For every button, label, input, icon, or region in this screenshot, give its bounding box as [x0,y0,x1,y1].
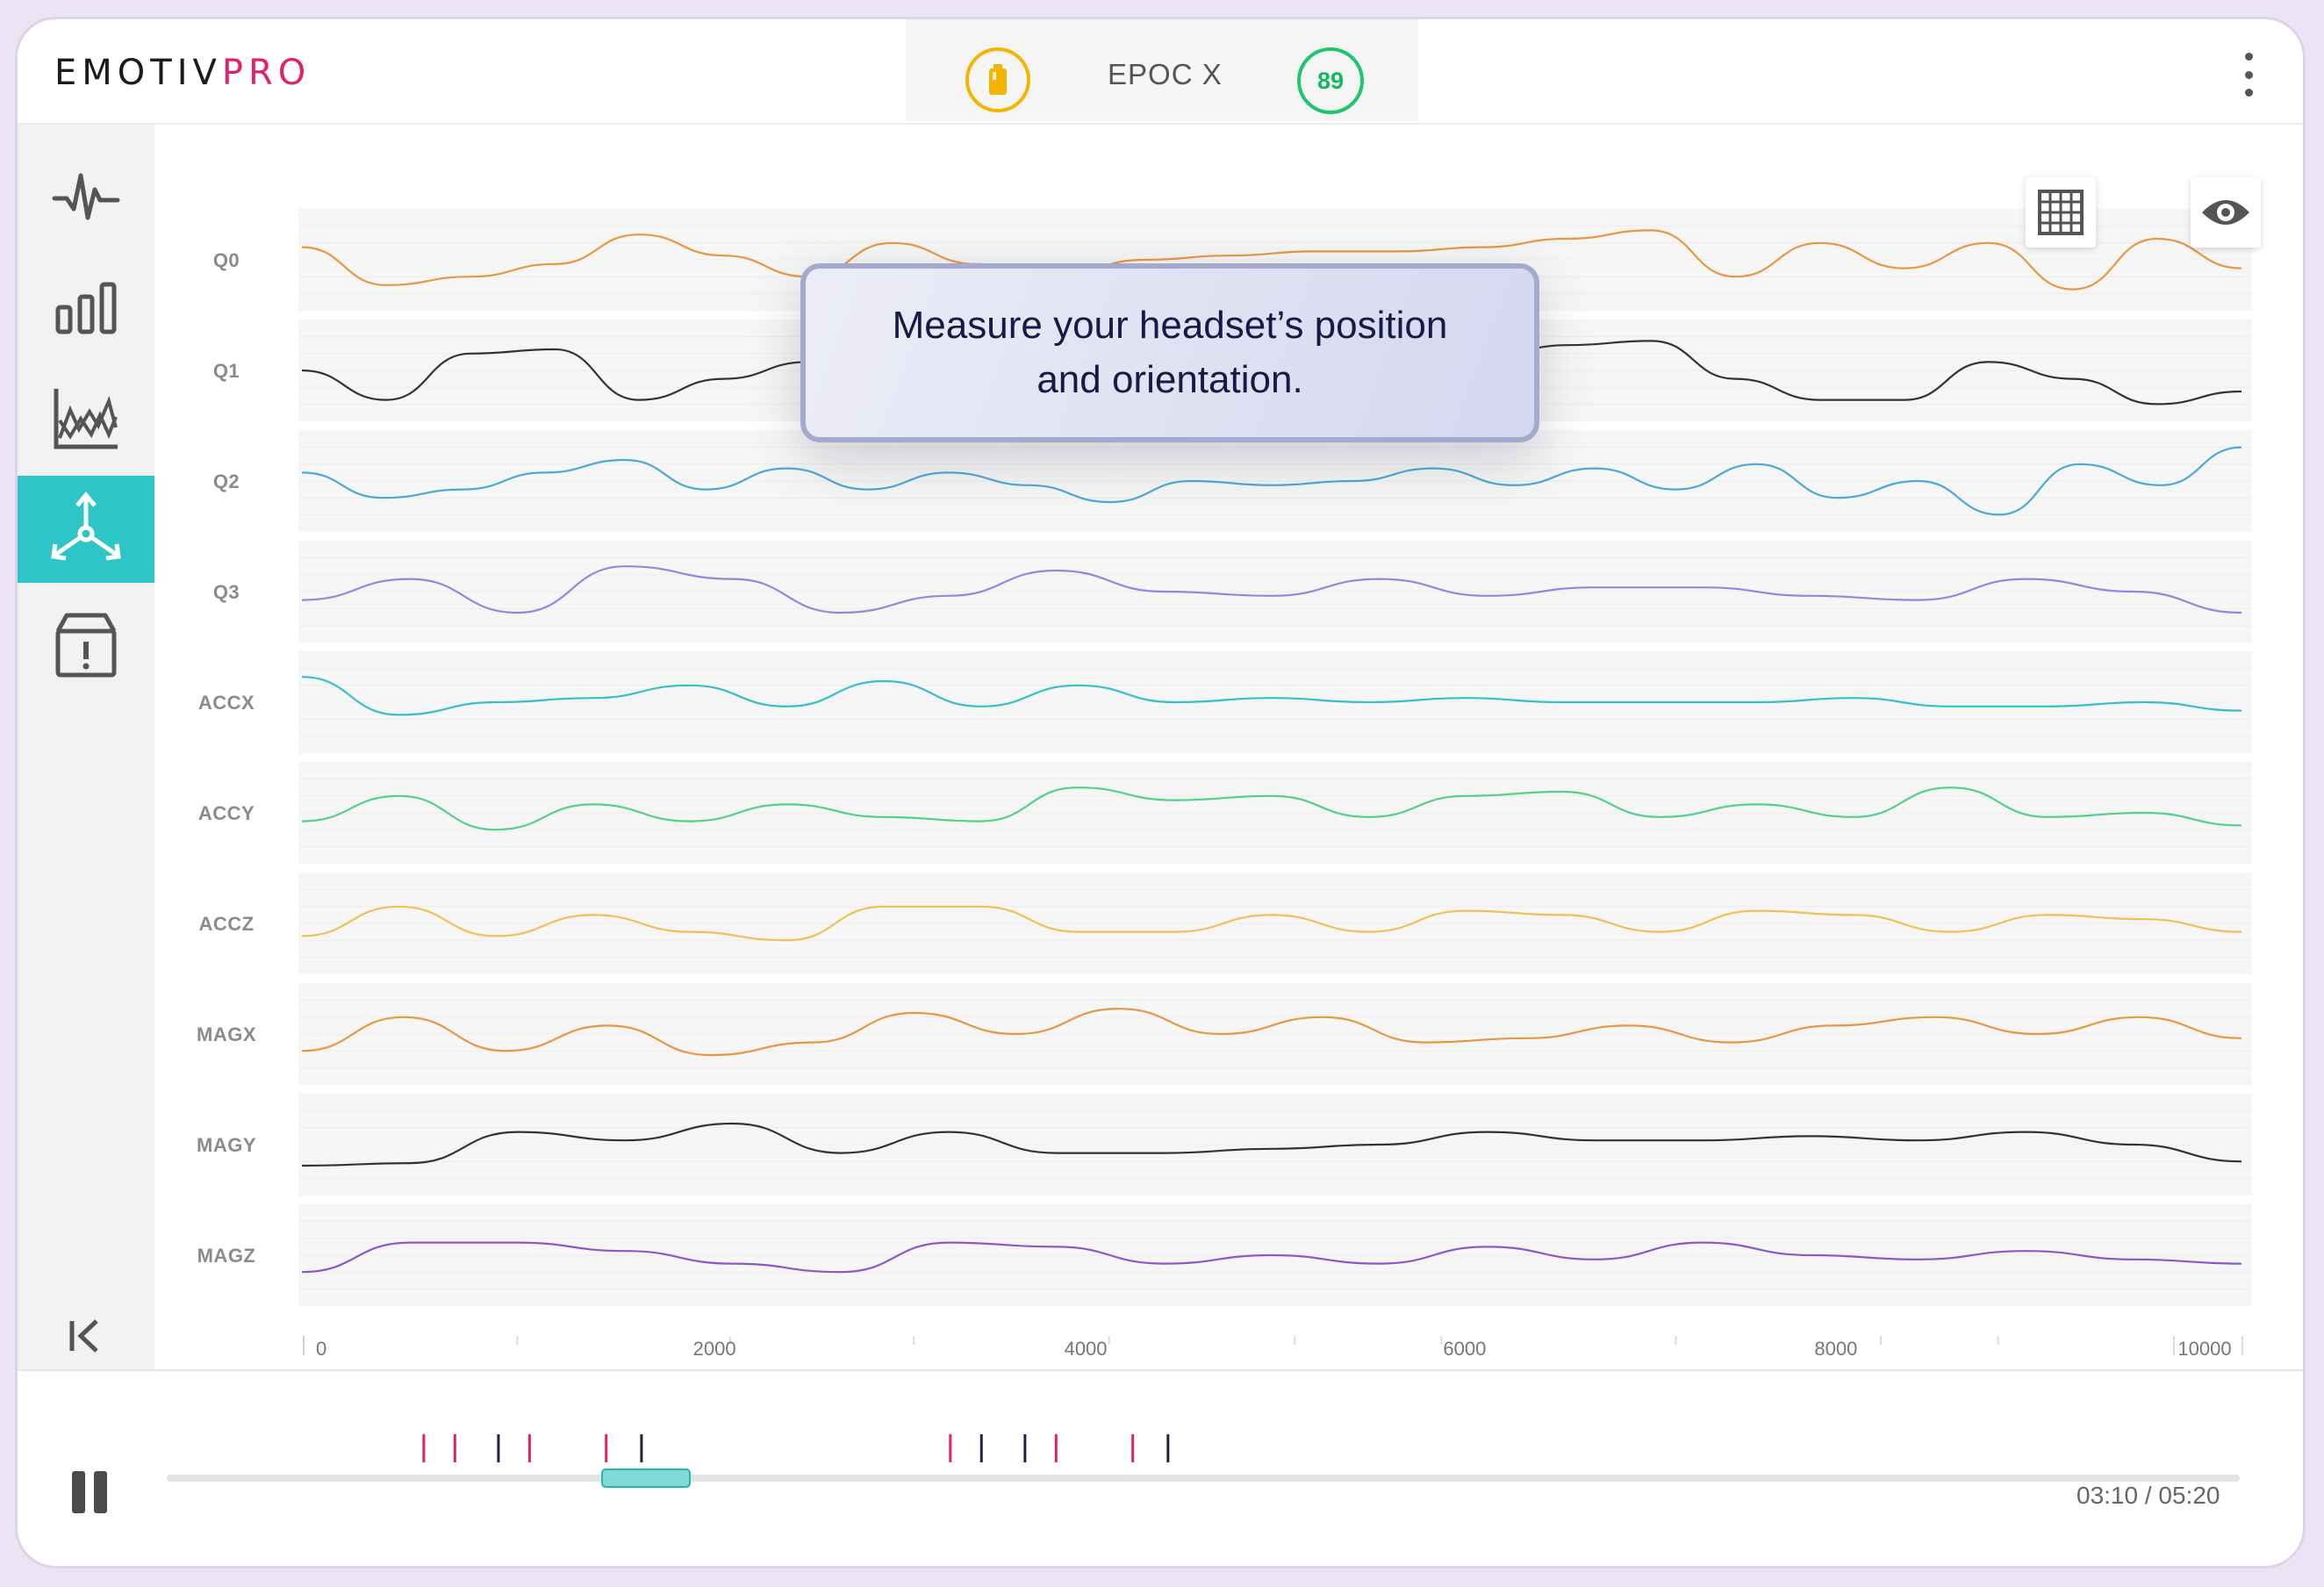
playback-time: 03:10 / 05:20 [2077,1482,2220,1509]
x-tick-label: 4000 [1064,1338,1108,1360]
more-options-icon[interactable] [2238,53,2259,97]
eye-icon [2202,200,2249,225]
visibility-button[interactable] [2191,177,2261,248]
series-line-magy [301,1122,2242,1167]
channel-label: Q1 [212,360,240,382]
onboarding-tooltip: Measure your headset’s position and orie… [800,263,1539,442]
series-line-q2 [301,446,2242,516]
series-line-accx [301,676,2242,716]
motion-chart: Q0 Q1 Q2 Q3 ACCX ACCY ACCZ MAGX MAGY MAGZ 0 2000 40… [158,125,2299,1369]
box-alert-icon [55,613,117,678]
series-line-accz [301,905,2242,942]
device-name: EPOC X [1108,58,1223,90]
logo-text-pro: PRO [221,53,312,93]
series-line-accy [301,786,2242,831]
device-status[interactable]: EPOC X 89 [906,19,1418,121]
emotiv-pro-logo: EMOTIVPRO [54,53,311,93]
timeline[interactable] [18,1371,2303,1566]
contact-quality-badge[interactable]: 89 [1297,47,1364,114]
top-bar: EMOTIVPRO EPOC X 89 [18,19,2303,125]
channel-label: ACCX [197,692,255,714]
x-tick-label: 6000 [1443,1338,1487,1360]
grid-icon [2038,190,2084,235]
x-tick-label: 8000 [1814,1338,1858,1360]
channel-label: ACCY [197,802,255,824]
sidebar-item-motion[interactable] [18,476,154,583]
x-tick-label: 0 [316,1338,327,1360]
sidebar-item-band-power[interactable] [18,255,154,362]
series-line-magx [301,1008,2242,1057]
sidebar-item-raw-data[interactable] [18,142,154,249]
series-line-magz [301,1241,2242,1274]
channel-label: ACCZ [198,913,255,935]
channel-label: Q0 [212,249,240,271]
grid-view-button[interactable] [2026,177,2096,248]
channel-label: Q2 [212,470,240,492]
series-line-q0 [301,229,2242,291]
timeline-track[interactable] [167,1475,2240,1482]
channel-label: MAGZ [197,1245,256,1267]
axes-3d-icon [51,492,121,561]
channel-label: MAGX [197,1023,256,1045]
pause-icon [72,1471,85,1513]
pause-button[interactable] [72,1471,107,1513]
sidebar [18,125,154,1369]
sidebar-item-performance-metrics[interactable] [18,365,154,472]
line-chart-icon [54,389,118,449]
motion-chart-canvas [298,209,2252,1355]
playhead-handle[interactable] [601,1469,692,1488]
app-window: EMOTIVPRO EPOC X 89 [18,19,2303,1566]
logo-text-emotiv: EMOTIV [54,53,222,93]
tooltip-message: Measure your headset’s position and orie… [892,304,1448,401]
playback-bar: 03:10 / 05:20 [18,1369,2303,1566]
sidebar-item-events[interactable] [18,592,154,699]
bar-chart-icon [55,282,117,334]
x-tick-label: 10000 [2177,1338,2232,1360]
collapse-sidebar-icon[interactable] [63,1314,107,1358]
contact-quality-value: 89 [1316,67,1345,94]
series-line-q3 [301,565,2242,614]
x-tick-label: 2000 [692,1338,736,1360]
channel-label: MAGY [197,1134,256,1156]
waveform-icon [52,173,120,220]
battery-icon[interactable] [965,47,1030,112]
channel-label: Q3 [212,581,240,603]
